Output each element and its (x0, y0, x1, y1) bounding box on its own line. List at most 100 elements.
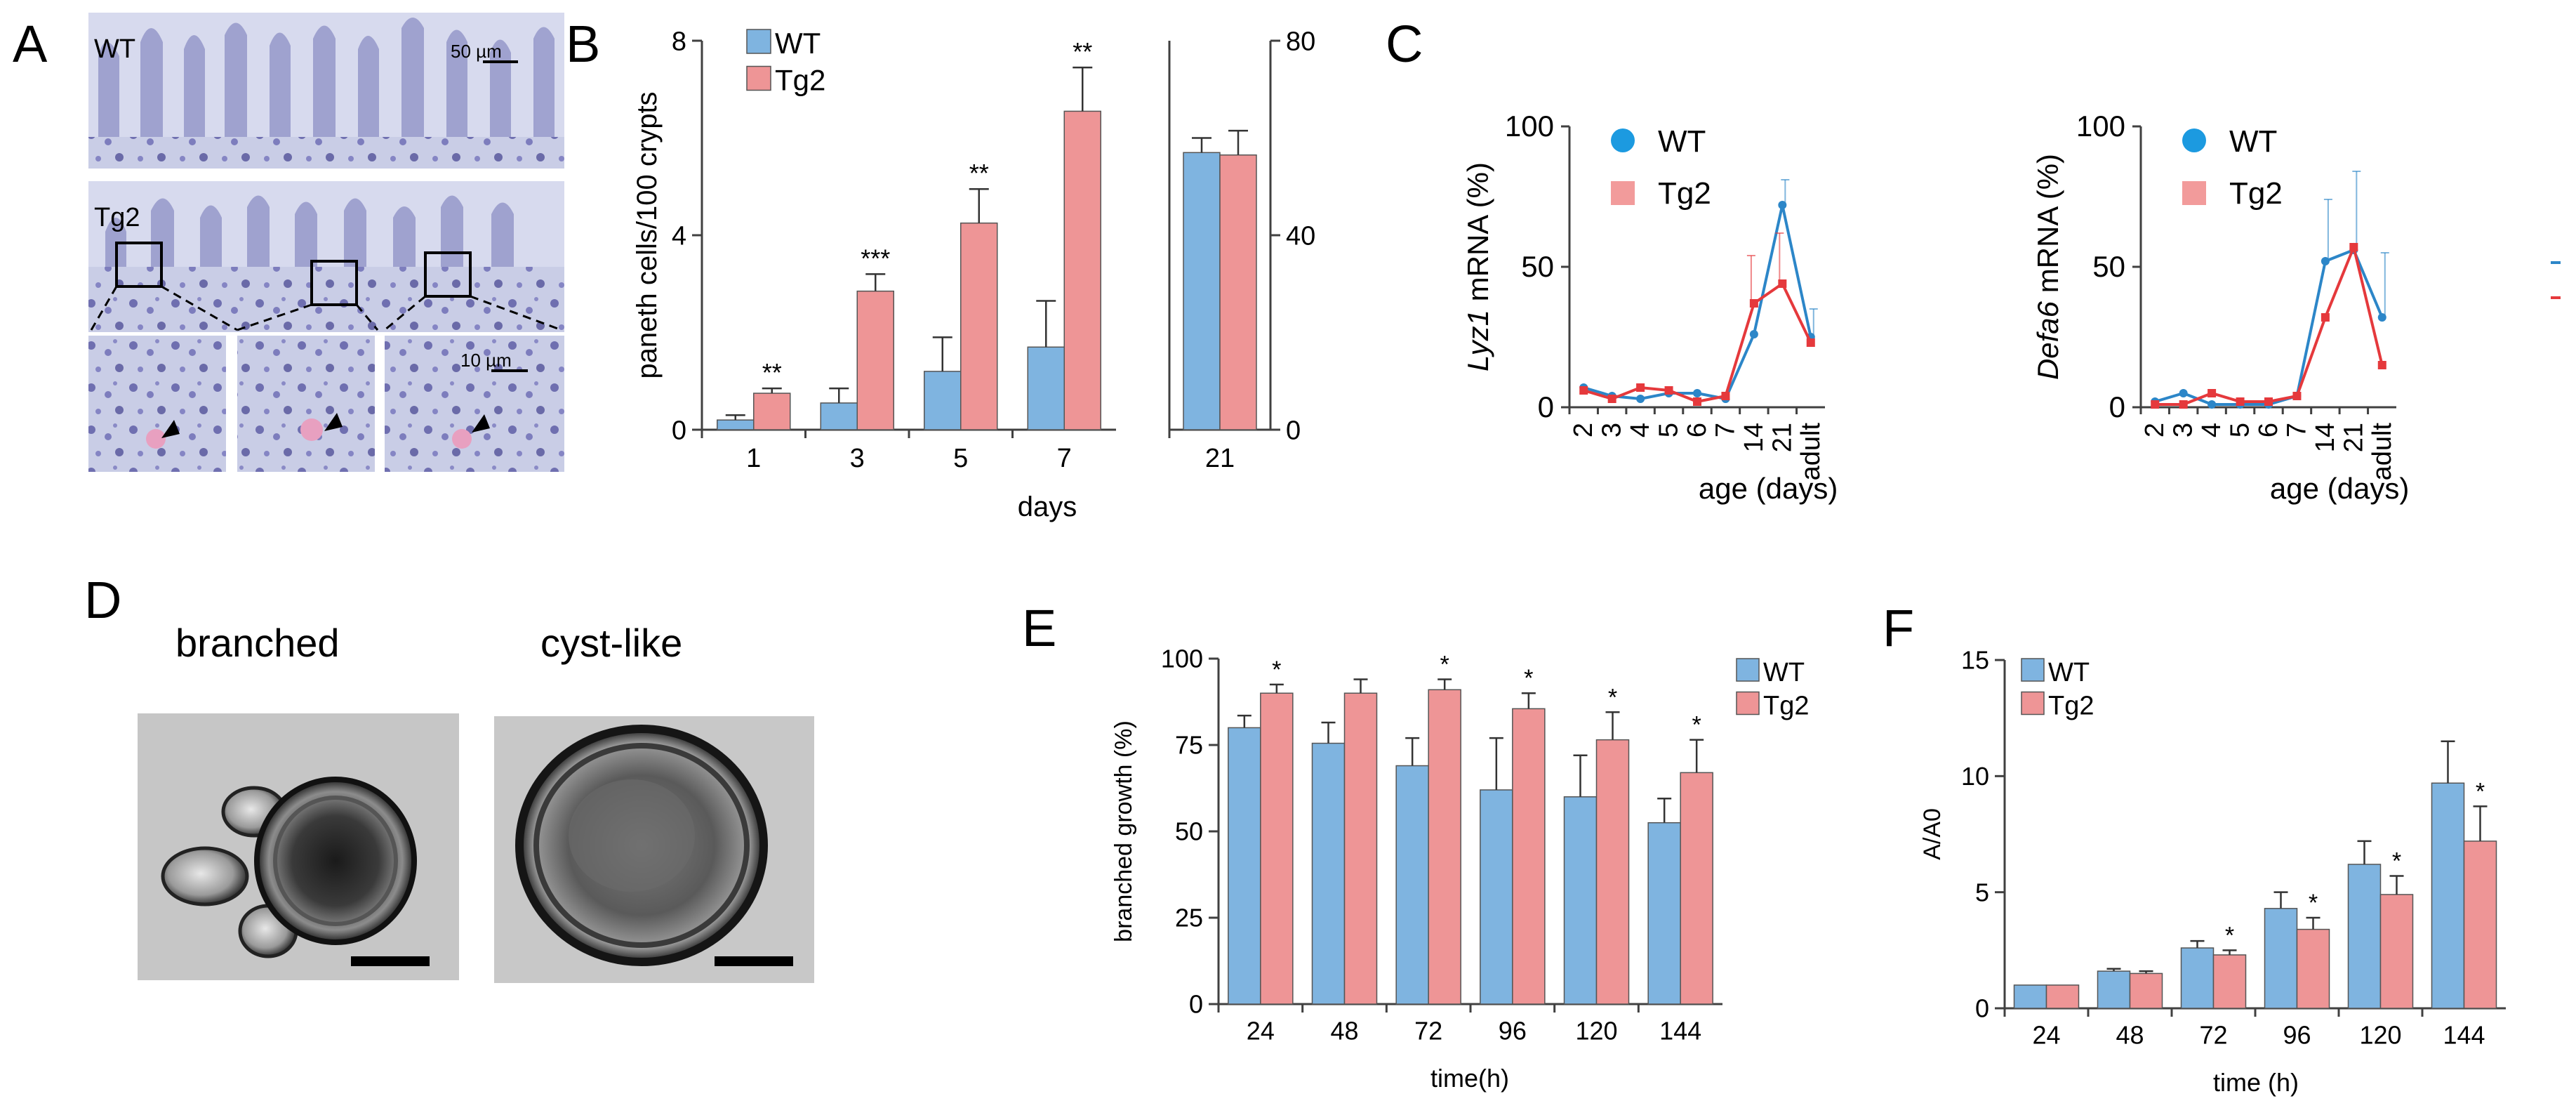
data-point-wt (1778, 201, 1787, 209)
significance-mark: * (1608, 684, 1617, 711)
chart-f: 0 5 10 15 24 48 72 * 96 * 120 * 144 * A/A0 time (h) WT Tg… (1919, 646, 2506, 1097)
data-point-tg2 (1664, 386, 1673, 395)
significance-mark: *** (861, 244, 890, 272)
bar-wt (1480, 789, 1513, 1005)
y-axis-title-gene: Defa6 (2031, 301, 2064, 380)
x-tick-label: 120 (2359, 1020, 2401, 1049)
bar-tg2 (1428, 689, 1461, 1005)
x-tick-label: 5 (2226, 423, 2255, 437)
significance-mark: * (2392, 848, 2401, 875)
significance-mark: * (1692, 712, 1701, 739)
data-point-tg2 (1579, 386, 1588, 395)
bar-wt (1647, 822, 1681, 1005)
significance-mark: * (2225, 922, 2234, 949)
x-axis-title: time (h) (2213, 1068, 2299, 1097)
x-tick-label: 4 (2197, 423, 2226, 437)
significance-mark: ** (1073, 37, 1092, 66)
significance-mark: ** (762, 358, 782, 387)
bar-wt (2264, 908, 2298, 1009)
data-point-tg2 (2264, 397, 2273, 406)
panel-letter-c: C (1386, 15, 1423, 73)
label-tg2-histology: Tg2 (94, 203, 140, 232)
label-wt-histology: WT (94, 34, 135, 64)
data-point-tg2 (2292, 392, 2302, 400)
panel-letter-d: D (84, 571, 121, 629)
y-tick-label: 0 (1975, 994, 1989, 1023)
bar-wt (1563, 796, 1598, 1005)
y-axis-title: paneth cells/100 crypts (632, 91, 663, 378)
y-tick-label: 10 (1961, 762, 1989, 791)
bar-wt (1027, 346, 1065, 430)
chart-b: 0 4 8 1 ** 3 *** 5 ** 7 ** 0 40 80 21 paneth cells/100 … (632, 27, 1315, 522)
y-tick-label: 0 (672, 416, 686, 445)
data-point-tg2 (1749, 299, 1758, 308)
bar-tg2 (1512, 708, 1546, 1005)
y-tick-label: 50 (1175, 817, 1203, 846)
scale-label-10um: 10 µm (460, 350, 512, 371)
panel-letter-e: E (1022, 599, 1056, 657)
x-tick-label: 7 (1711, 423, 1740, 437)
bar-tg2 (2379, 894, 2414, 1009)
x-tick-label: 21 (2339, 423, 2368, 452)
data-point-tg2 (1607, 395, 1616, 403)
legend-swatch-wt (2021, 658, 2045, 682)
x-tick-label: 96 (2283, 1020, 2311, 1049)
x-axis-title: days (1018, 492, 1077, 522)
legend-swatch-tg2 (746, 65, 771, 91)
legend-label-tg2: Tg2 (1658, 176, 1711, 211)
bar-tg2 (960, 222, 998, 430)
data-point-wt (2179, 389, 2188, 397)
x-tick-label: 5 (1654, 423, 1684, 437)
bar-wt (924, 371, 962, 430)
y-tick-label: 100 (2076, 110, 2125, 143)
y-axis-title-gene: Lyz1 (1461, 310, 1494, 371)
data-point-tg2 (2151, 400, 2160, 409)
legend-label-wt: WT (1763, 658, 1805, 687)
scale-label-50um: 50 µm (451, 41, 502, 62)
y-tick-label: 50 (1521, 250, 1554, 283)
series-line-wt (1583, 204, 1812, 401)
histology-tg2 (88, 181, 564, 332)
x-axis-title: age (days) (2270, 472, 2409, 505)
significance-mark: * (1272, 657, 1281, 683)
y-axis-title: Defa6 mRNA (%) (2031, 154, 2064, 380)
x-tick-label: 5 (953, 444, 968, 473)
x-tick-label: 6 (2254, 423, 2283, 437)
y-tick-label: 0 (1189, 990, 1203, 1019)
data-point-tg2 (2377, 361, 2386, 369)
x-tick-label: 3 (850, 444, 865, 473)
x-tick-label: 3 (1598, 423, 1627, 437)
x-tick-label: 24 (1247, 1016, 1275, 1045)
x-tick-label: 21 (1767, 423, 1797, 452)
x-tick-label: 6 (1682, 423, 1712, 437)
x-axis-title: age (days) (1699, 472, 1838, 505)
arrowhead-2 (324, 413, 343, 431)
label-cyst-like: cyst-like (540, 621, 682, 665)
bar-tg2 (1343, 692, 1378, 1005)
bar-tg2 (1063, 110, 1101, 430)
bar-tg2 (2296, 928, 2330, 1009)
legend-marker-tg2 (1611, 181, 1635, 205)
y-tick-label: 75 (1175, 731, 1203, 760)
series-line-wt (2154, 248, 2384, 406)
x-tick-label: 14 (2311, 423, 2340, 452)
data-point-tg2 (2179, 400, 2188, 409)
arrowhead-3 (472, 414, 490, 433)
histology-insets (88, 336, 564, 472)
significance-mark: * (2476, 778, 2485, 805)
data-point-tg2 (2321, 313, 2330, 322)
legend-swatch-wt (746, 29, 771, 54)
x-tick-label: 120 (1575, 1016, 1617, 1045)
x-tick-label: 144 (2443, 1020, 2485, 1049)
label-branched: branched (175, 621, 340, 665)
x-tick-label: 14 (1739, 423, 1769, 452)
legend-label-wt: WT (2048, 658, 2090, 687)
y-axis-title: A/A0 (1919, 808, 1946, 860)
bar-wt (2431, 782, 2465, 1009)
y-tick-label: 40 (1286, 221, 1315, 251)
y-tick-label: 8 (672, 27, 686, 56)
bar-wt (1228, 727, 1261, 1005)
panel-letter-a: A (13, 15, 48, 73)
